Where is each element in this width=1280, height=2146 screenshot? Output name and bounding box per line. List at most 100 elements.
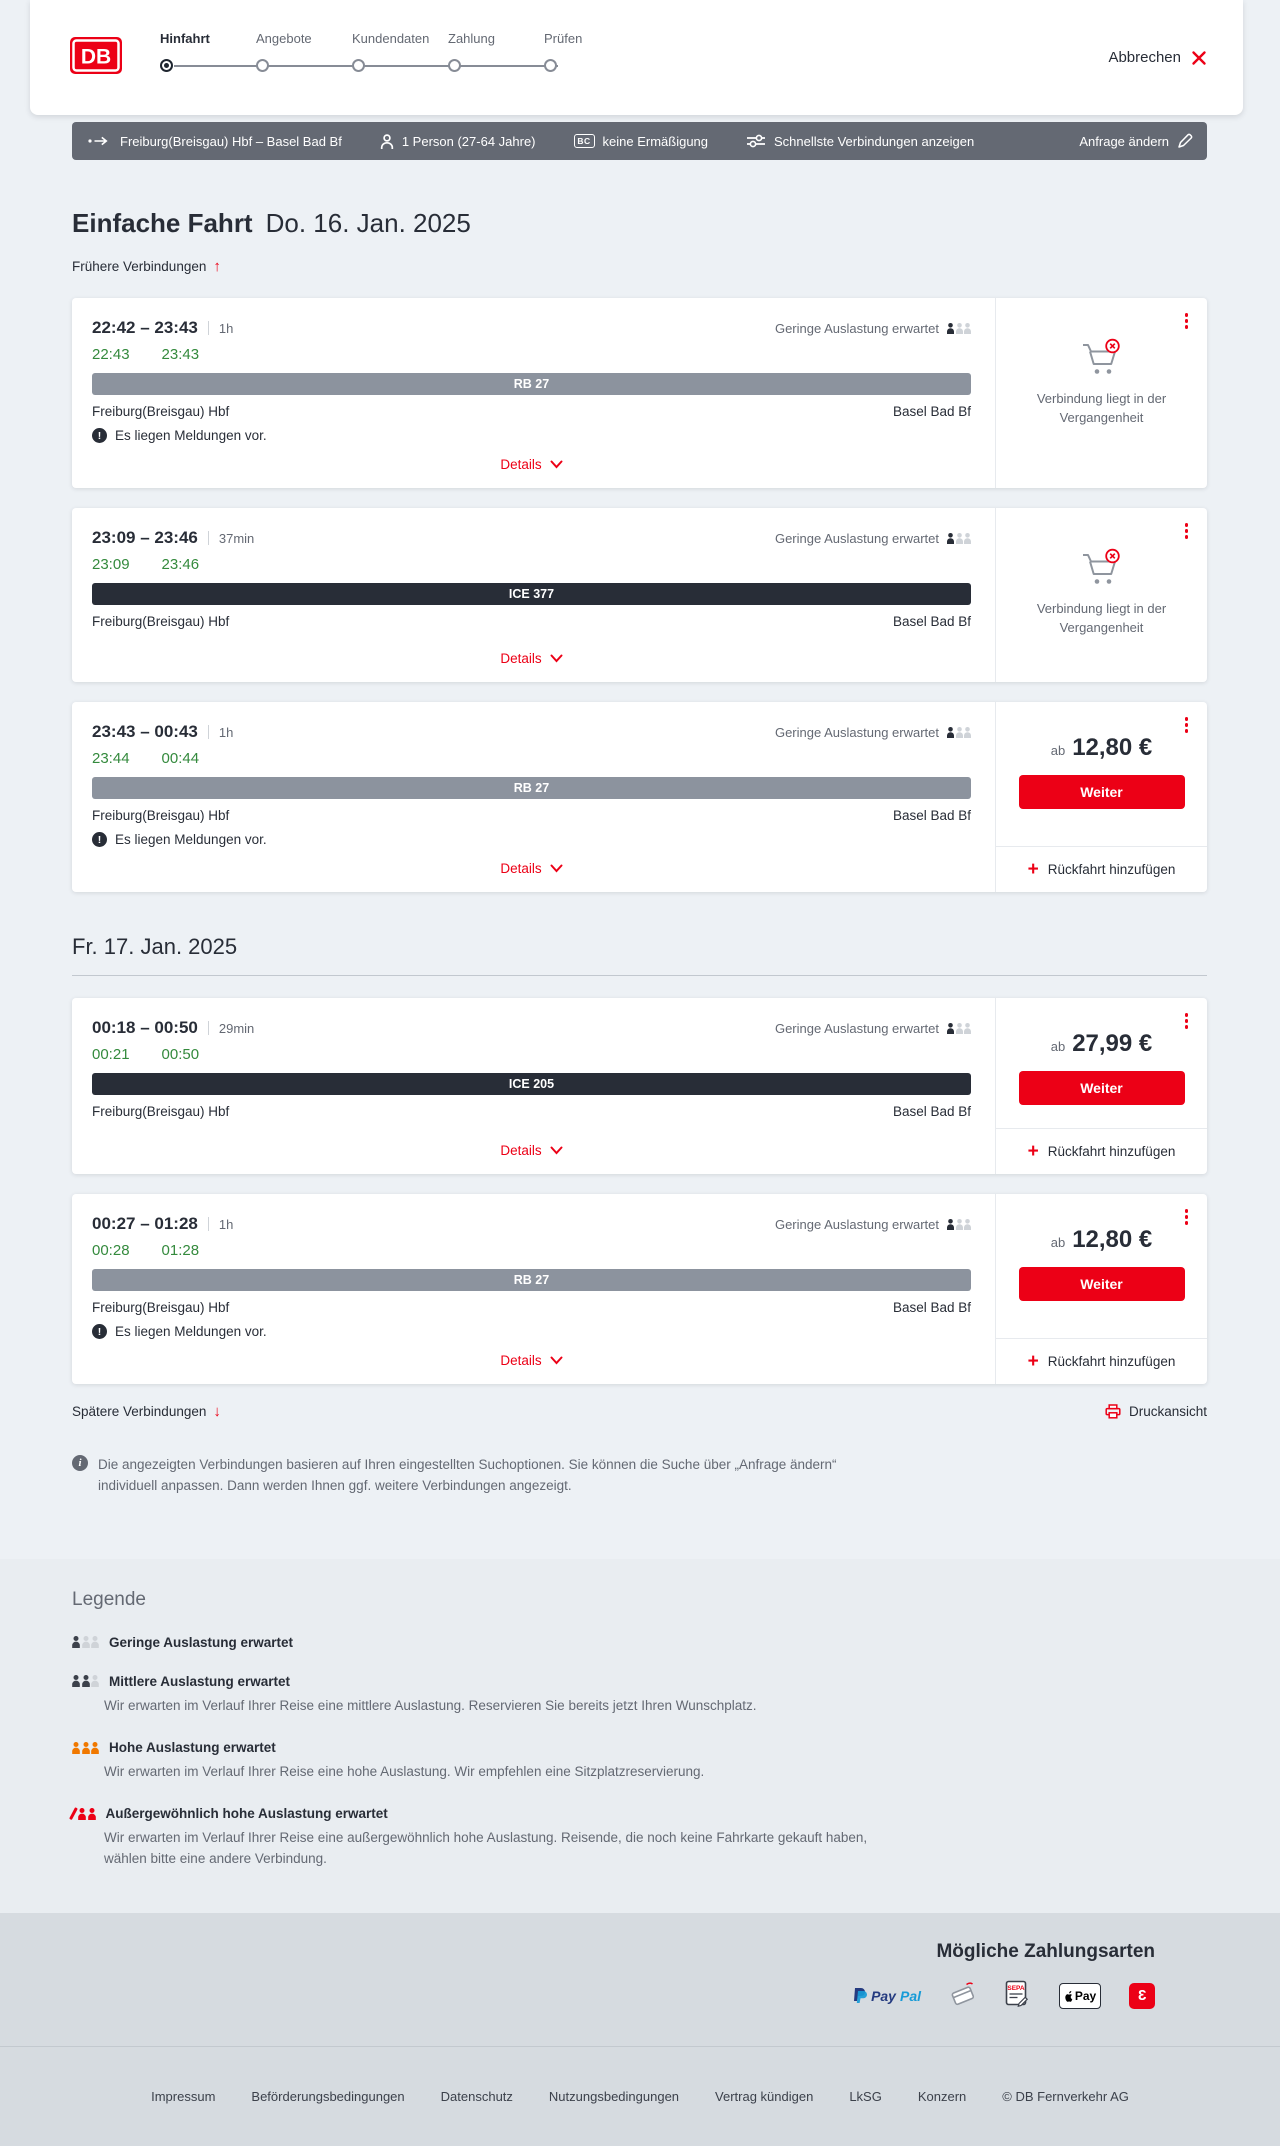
step-dot[interactable] [544,58,557,72]
footer-link-lksg[interactable]: LkSG [849,2088,882,2104]
cart-unavailable-icon [1082,548,1120,584]
step-angebote[interactable]: Angebote [256,31,366,81]
earlier-connections-link[interactable]: Frühere Verbindungen ↑ [72,259,221,274]
cancel-button[interactable]: Abbrechen [1108,49,1207,66]
footer-link-vertrag-kuendigen[interactable]: Vertrag kündigen [715,2088,814,2104]
price-value: 12,80 € [1072,734,1153,761]
edit-search-button[interactable]: Anfrage ändern [1079,133,1193,149]
overflow-menu-button[interactable] [1183,311,1191,331]
price-block: ab 27,99 € [996,998,1207,1058]
add-return-button[interactable]: + Rückfahrt hinzufügen [996,1128,1207,1174]
legend-item-high: Hohe Auslastung erwartet Wir erwarten im… [72,1740,1207,1782]
stations-row: Freiburg(Breisgau) Hbf Basel Bad Bf [92,808,971,823]
step-connector [174,64,270,67]
footer-link-impressum[interactable]: Impressum [151,2088,216,2104]
later-connections-link[interactable]: Spätere Verbindungen ↓ [72,1404,221,1419]
realtime-row: 00:28 01:28 [92,1242,971,1259]
footer-link-befoerderungsbedingungen[interactable]: Beförderungsbedingungen [251,2088,405,2104]
arrival-station: Basel Bad Bf [892,1300,971,1315]
fastest-connections-toggle[interactable]: Schnellste Verbindungen anzeigen [746,134,974,149]
weiter-button[interactable]: Weiter [1018,1267,1185,1301]
train-label: RB 27 [513,377,550,391]
step-label: Zahlung [448,30,495,46]
realtime-arrival: 00:44 [161,750,200,767]
step-dot[interactable] [448,58,461,72]
person-icon [380,133,393,149]
weiter-button[interactable]: Weiter [1018,775,1185,809]
notice-row: ! Es liegen Meldungen vor. [92,1324,971,1339]
arrival-station: Basel Bad Bf [892,404,971,419]
legend-section: Legende Geringe Auslastung erwartet Mitt… [0,1558,1280,1913]
step-connector [366,64,462,67]
realtime-row: 23:44 00:44 [92,750,971,767]
plus-icon: + [1027,859,1039,880]
add-return-button[interactable]: + Rückfahrt hinzufügen [996,846,1207,892]
train-label: ICE 205 [508,1077,555,1091]
route-label: Freiburg(Breisgau) Hbf – Basel Bad Bf [120,133,342,149]
details-toggle[interactable]: Details [92,457,971,476]
footer-link-datenschutz[interactable]: Datenschutz [440,2088,513,2104]
arrival-station: Basel Bad Bf [892,808,971,823]
occupancy-medium-icon [72,1675,99,1688]
details-toggle[interactable]: Details [92,651,971,670]
fastest-label: Schnellste Verbindungen anzeigen [774,133,975,149]
stations-row: Freiburg(Breisgau) Hbf Basel Bad Bf [92,1104,971,1119]
paypal-text-1: Pay [871,1987,896,2004]
connection-times: 00:27 – 01:28 [92,1214,198,1233]
occupancy-label: Geringe Auslastung erwartet [774,1020,939,1036]
occupancy-low-icon [947,322,971,334]
connection-header-row: 23:09 – 23:46 37min Geringe Auslastung e… [92,528,971,548]
details-toggle[interactable]: Details [92,861,971,880]
overflow-menu-button[interactable] [1183,1011,1191,1031]
step-dot-active[interactable] [160,58,173,72]
db-logo[interactable]: DB [70,36,122,79]
occupancy-indicator: Geringe Auslastung erwartet [775,725,971,740]
details-toggle[interactable]: Details [92,1353,971,1372]
connection-action-panel: Verbindung liegt in der Vergangenheit [995,508,1207,682]
search-options-info-text: Die angezeigten Verbindungen basieren au… [98,1457,837,1493]
footer-link-nutzungsbedingungen[interactable]: Nutzungsbedingungen [548,2088,680,2104]
realtime-departure: 23:09 [92,556,130,573]
connection-action-panel: ab 12,80 € Weiter + Rückfahrt hinzufügen [995,1194,1207,1384]
overflow-menu-button[interactable] [1183,1207,1191,1227]
departure-station: Freiburg(Breisgau) Hbf [92,1300,230,1315]
cart-unavailable-icon [1082,338,1120,374]
price-block: ab 12,80 € [996,702,1207,762]
footer-link-konzern[interactable]: Konzern [917,2088,967,2104]
passenger-summary: 1 Person (27-64 Jahre) [380,134,536,149]
divider [207,531,209,545]
discount-label: keine Ermäßigung [602,133,709,149]
details-label: Details [500,1353,542,1368]
legend-item-description: Wir erwarten im Verlauf Ihrer Reise eine… [104,1697,757,1713]
departure-station: Freiburg(Breisgau) Hbf [92,1104,230,1119]
price-block: ab 12,80 € [996,1194,1207,1254]
discount-summary: BC keine Ermäßigung [573,133,709,149]
step-zahlung[interactable]: Zahlung [448,30,558,81]
occupancy-high-icon [72,1741,99,1754]
train-segment-bar: RB 27 [92,373,971,395]
legend-title: Legende [72,1588,146,1610]
connection-main: 22:42 – 23:43 1h Geringe Auslastung erwa… [72,298,995,488]
overflow-menu-button[interactable] [1183,521,1191,541]
step-kundendaten[interactable]: Kundendaten [352,31,462,81]
occupancy-low-icon [947,726,971,738]
step-dot[interactable] [256,58,269,72]
connection-main: 00:18 – 00:50 29min Geringe Auslastung e… [72,998,995,1174]
stations-row: Freiburg(Breisgau) Hbf Basel Bad Bf [92,614,971,629]
step-label: Hinfahrt [160,30,210,46]
payment-icons-row: Pay Pal SEPA [72,1980,1155,2012]
occupancy-low-icon [72,1636,99,1649]
details-toggle[interactable]: Details [92,1143,971,1162]
add-return-button[interactable]: + Rückfahrt hinzufügen [996,1338,1207,1384]
train-segment-bar: RB 27 [92,1269,971,1291]
step-dot[interactable] [352,58,365,72]
arrival-station: Basel Bad Bf [892,1104,971,1119]
step-hinfahrt[interactable]: Hinfahrt [160,30,270,81]
print-view-link[interactable]: Druckansicht [1105,1404,1207,1419]
occupancy-label: Geringe Auslastung erwartet [774,320,939,336]
chevron-down-icon [550,1356,563,1365]
step-pruefen[interactable]: Prüfen [544,31,640,81]
weiter-button[interactable]: Weiter [1018,1071,1185,1105]
overflow-menu-button[interactable] [1183,715,1191,735]
connection-action-panel: ab 12,80 € Weiter + Rückfahrt hinzufügen [995,702,1207,892]
